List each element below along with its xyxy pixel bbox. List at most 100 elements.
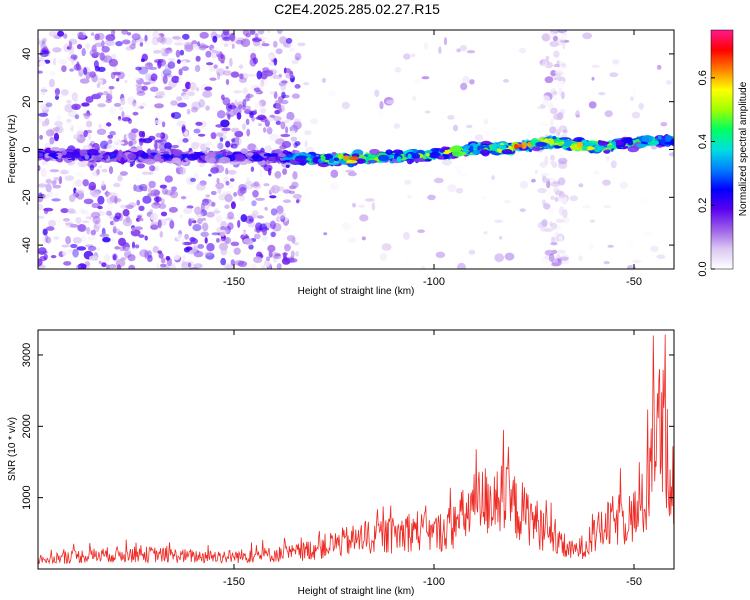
spectrogram-speckle xyxy=(550,195,555,201)
spectrogram-speckle xyxy=(394,67,402,73)
spectrogram-speckle xyxy=(52,47,62,53)
spectrogram-speckle xyxy=(550,222,558,229)
y-tick-label: -20 xyxy=(21,189,33,205)
spectrogram-speckle xyxy=(81,102,90,107)
spectrogram-speckle xyxy=(64,103,74,113)
spectrogram-speckle xyxy=(263,70,274,77)
spectrogram-speckle xyxy=(150,189,161,196)
spectrogram-speckle xyxy=(226,103,232,112)
spectrogram-speckle xyxy=(656,64,662,70)
spectrogram-speckle xyxy=(53,236,60,240)
spectrogram-speckle xyxy=(153,190,160,198)
spectrogram-speckle xyxy=(531,178,536,183)
spectrogram-speckle xyxy=(274,253,281,257)
spectrogram-speckle xyxy=(160,198,165,205)
spectrogram-speckle xyxy=(546,181,551,189)
colorbar-ticks: 0.0 0.2 0.4 0.6 xyxy=(697,70,715,277)
spectrogram-speckle xyxy=(68,40,72,50)
spectrogram-speckle xyxy=(275,103,282,109)
spectrogram-speckle xyxy=(51,180,57,186)
spectrogram-speckle xyxy=(217,72,221,80)
spectrogram-ridge-cell xyxy=(118,149,123,157)
spectrogram-speckle xyxy=(65,122,74,128)
y-tick-label: 0 xyxy=(21,146,33,152)
spectrogram-speckle xyxy=(82,179,89,187)
spectrogram-speckle xyxy=(286,111,295,121)
spectrogram-speckle xyxy=(111,130,120,138)
spectrogram-speckle xyxy=(457,77,462,85)
spectrogram-speckle xyxy=(83,113,90,120)
colorbar-tick-label: 0.6 xyxy=(697,70,709,85)
spectrogram-speckle xyxy=(403,258,414,266)
spectrogram-ridge-cell xyxy=(581,145,588,151)
spectrogram-speckle xyxy=(407,195,412,199)
spectrogram-speckle xyxy=(38,215,45,219)
spectrogram-speckle xyxy=(145,73,151,81)
spectrogram-speckle xyxy=(99,52,105,61)
spectrogram-speckle xyxy=(261,264,266,269)
spectrogram-speckle xyxy=(265,256,271,262)
spectrogram-speckle xyxy=(270,208,278,216)
spectrogram-speckle xyxy=(280,133,291,138)
spectrogram-speckle xyxy=(67,248,77,254)
spectrogram-speckle xyxy=(223,263,232,269)
spectrogram-speckle xyxy=(98,260,102,264)
spectrogram-speckle xyxy=(379,252,388,261)
spectrogram-speckle xyxy=(38,165,41,172)
spectrogram-speckle xyxy=(50,255,57,259)
spectrogram-speckle xyxy=(556,38,564,46)
spectrogram-speckle xyxy=(544,227,554,232)
spectrogram-speckle xyxy=(38,118,42,123)
spectrogram-speckle xyxy=(82,112,93,117)
spectrogram-speckle xyxy=(69,68,74,72)
spectrogram-speckle xyxy=(182,33,190,40)
spectrogram-speckle xyxy=(153,119,164,125)
spectrogram-speckle xyxy=(632,259,642,264)
spectrogram-speckle xyxy=(230,241,240,247)
spectrogram-ridge-cell xyxy=(393,149,402,154)
spectrogram-speckle xyxy=(250,166,255,172)
spectrogram-speckle xyxy=(267,116,274,122)
spectrogram-speckle xyxy=(87,236,97,241)
spectrogram-speckle xyxy=(150,224,159,230)
spectrogram-speckle xyxy=(216,110,226,119)
spectrogram-speckle xyxy=(494,253,505,263)
spectrogram-speckle xyxy=(582,204,591,209)
spectrogram-speckle xyxy=(85,120,93,128)
spectrogram-speckle xyxy=(242,123,246,130)
spectrogram-speckle xyxy=(242,252,252,257)
spectrogram-speckle xyxy=(108,139,113,145)
spectrogram-speckle xyxy=(48,219,56,227)
snr-panel: -150 -100 -50 3000 2000 1000 Height of strai… xyxy=(7,329,675,597)
spectrogram-speckle xyxy=(48,31,57,37)
spectrogram-speckle xyxy=(264,145,272,153)
spectrogram-ridge-cell xyxy=(641,135,653,143)
spectrogram-speckle xyxy=(421,265,426,269)
spectrogram-speckle xyxy=(87,160,98,168)
snr-frame xyxy=(37,329,675,570)
spectrogram-speckle xyxy=(218,242,229,251)
spectrogram-speckle xyxy=(82,144,92,150)
spectrogram-ridge-cell xyxy=(627,145,639,153)
spectrogram-speckle xyxy=(377,110,385,117)
spectrogram-speckle xyxy=(88,185,96,191)
spectrogram-speckle xyxy=(46,226,55,231)
spectrogram-ridge-cell xyxy=(140,152,149,159)
spectrogram-speckle xyxy=(38,187,44,192)
spectrogram-speckle xyxy=(120,97,126,106)
spectrogram-speckle xyxy=(181,66,189,71)
spectrogram-speckle xyxy=(185,81,191,90)
spectrogram-speckle xyxy=(303,190,308,198)
spectrogram-speckle xyxy=(225,167,229,175)
spectrogram-speckle xyxy=(96,92,104,96)
spectrogram-speckle xyxy=(197,41,201,47)
spectrogram-speckle xyxy=(347,237,357,244)
spectrogram-speckle xyxy=(231,43,235,49)
spectrogram-speckle xyxy=(55,125,64,134)
spectrogram-ridge-cell xyxy=(425,153,430,157)
spectrogram-speckle xyxy=(53,126,60,132)
spectrogram-speckle xyxy=(205,252,215,260)
spectrogram-speckle xyxy=(76,61,80,71)
spectrogram-speckle xyxy=(551,262,559,267)
